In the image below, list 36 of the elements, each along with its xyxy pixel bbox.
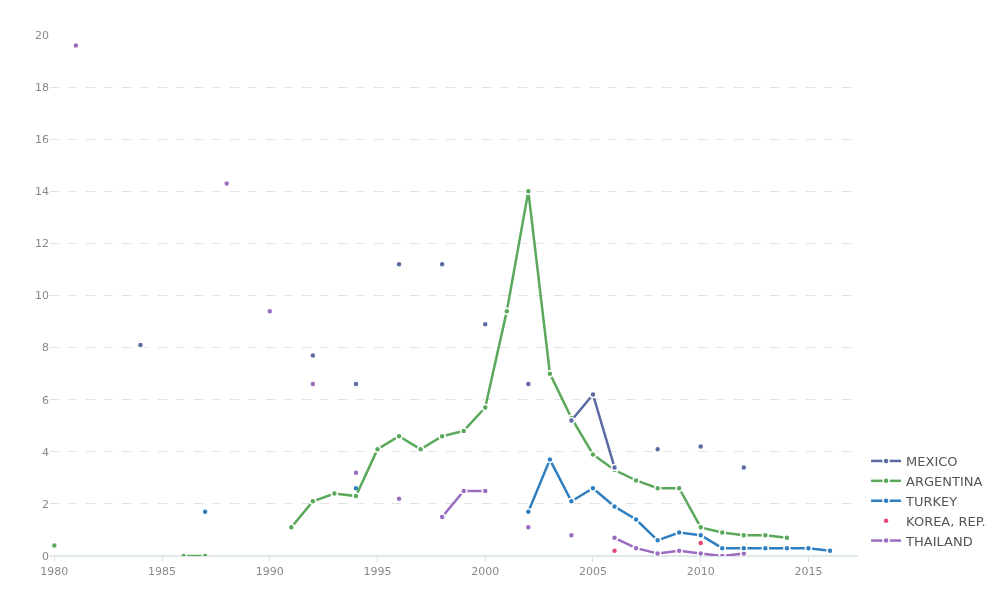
point: [459, 427, 468, 435]
x-tick-label: 2015: [794, 565, 823, 579]
point: [373, 445, 382, 453]
point: [546, 369, 554, 378]
y-tick-label: 6: [42, 393, 49, 407]
y-tick-label: 2: [42, 497, 49, 511]
point: [632, 515, 640, 524]
x-tick-label: 1995: [363, 565, 392, 579]
point: [352, 492, 360, 500]
y-tick-label: 4: [42, 445, 49, 459]
x-tick-label: 2000: [471, 565, 500, 579]
legend-label: THAILAND: [905, 533, 973, 549]
y-tick-label: 14: [35, 185, 49, 199]
point: [610, 502, 619, 511]
point: [459, 487, 468, 495]
x-tick-label: 1985: [148, 565, 177, 579]
y-tick-label: 8: [42, 341, 49, 355]
x-tick-label: 1990: [255, 565, 284, 579]
legend-label: ARGENTINA: [906, 473, 983, 489]
x-tick-label: 2010: [686, 565, 715, 579]
point: [416, 445, 425, 453]
y-tick-label: 0: [42, 549, 49, 563]
point: [718, 544, 727, 552]
y-tick-label: 12: [35, 237, 49, 251]
legend-label: MEXICO: [906, 454, 958, 470]
legend-label: KOREA, REP.: [906, 513, 986, 529]
point: [632, 544, 640, 552]
point: [481, 403, 489, 412]
legend-label: TURKEY: [905, 493, 958, 509]
point: [481, 487, 489, 495]
x-tick-label: 1980: [40, 565, 69, 579]
y-tick-label: 20: [35, 28, 49, 42]
x-tick-label: 2005: [578, 565, 607, 579]
y-tick-label: 16: [35, 133, 49, 147]
y-tick-label: 10: [35, 289, 49, 303]
y-tick-label: 18: [35, 80, 49, 94]
